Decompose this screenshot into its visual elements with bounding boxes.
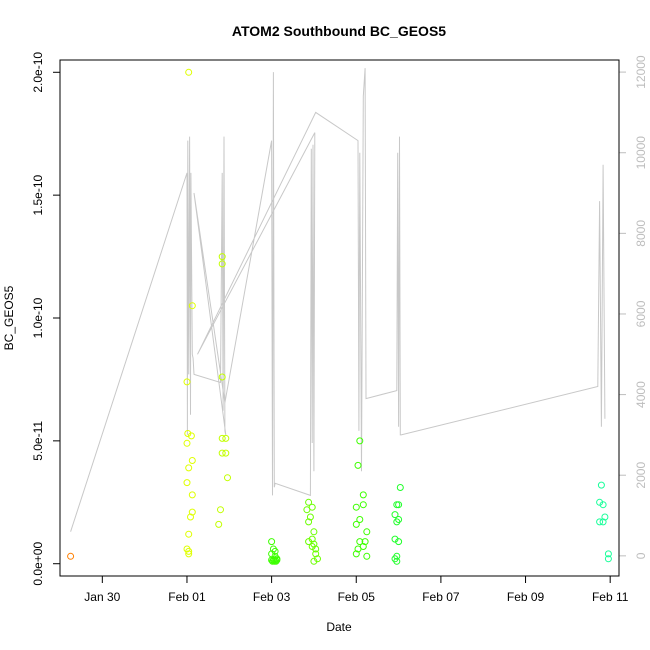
data-point: [396, 484, 404, 491]
data-point: [188, 491, 196, 499]
y-axis-label: BC_GEOS5: [2, 285, 16, 350]
x-tick-label: Jan 30: [84, 590, 120, 604]
data-point: [185, 464, 193, 472]
x-tick-label: Feb 03: [253, 590, 291, 604]
data-point: [395, 501, 403, 509]
data-point: [305, 518, 313, 526]
y2-tick-label: 12000: [634, 55, 648, 89]
data-point: [185, 68, 193, 76]
data-point: [604, 550, 612, 558]
data-point: [218, 373, 226, 381]
x-tick-label: Feb 01: [168, 590, 206, 604]
x-axis: Jan 30 Feb 01 Feb 03 Feb 05 Feb 07 Feb 09 Feb …: [84, 575, 629, 604]
data-point: [352, 520, 360, 528]
data-point: [359, 491, 367, 499]
data-point: [361, 538, 369, 546]
data-point: [356, 538, 364, 546]
chart-title: ATOM2 Southbound BC_GEOS5: [232, 23, 446, 39]
plot-frame: [59, 59, 620, 577]
data-point: [188, 302, 196, 310]
data-point: [222, 434, 230, 442]
scatter-points: [67, 68, 612, 565]
right-axis: 0 2000 4000 6000 8000 10000 12000: [619, 55, 648, 559]
y2-tick-label: 2000: [634, 462, 648, 489]
x-tick-label: Feb 11: [592, 590, 629, 604]
data-point: [363, 528, 371, 536]
y-axis: 0.0e+00 5.0e-11 1.0e-10 1.5e-10 2.0e-10: [31, 52, 61, 586]
data-point: [354, 545, 362, 553]
data-point: [185, 530, 193, 538]
data-point: [356, 516, 364, 523]
data-point: [310, 557, 318, 565]
data-point: [218, 434, 226, 442]
data-point: [222, 449, 230, 457]
data-point: [604, 555, 612, 563]
data-point: [306, 513, 314, 521]
data-point: [312, 545, 320, 553]
x-tick-label: Feb 07: [422, 590, 460, 604]
data-point: [268, 538, 276, 546]
data-point: [305, 498, 313, 506]
data-point: [597, 481, 605, 489]
data-point: [393, 518, 401, 526]
data-point: [601, 513, 609, 521]
data-point: [218, 260, 226, 268]
data-point: [356, 437, 364, 445]
data-point: [215, 520, 223, 528]
secondary-line: [70, 68, 606, 532]
data-point: [391, 511, 399, 519]
data-point: [596, 498, 604, 506]
data-point: [303, 506, 311, 514]
y-tick-label: 2.0e-10: [31, 52, 45, 93]
data-point: [359, 501, 367, 509]
data-point: [224, 474, 231, 482]
data-point: [363, 552, 371, 560]
data-point: [599, 518, 607, 526]
y2-tick-label: 8000: [634, 220, 648, 247]
data-point: [185, 550, 193, 558]
data-point: [272, 557, 280, 565]
data-point: [183, 439, 191, 447]
data-point: [183, 479, 191, 487]
x-axis-label: Date: [326, 620, 352, 634]
y2-tick-label: 6000: [634, 300, 648, 327]
data-point: [218, 253, 226, 261]
data-point: [352, 503, 360, 511]
data-point: [596, 518, 604, 526]
data-point: [393, 557, 401, 565]
data-point: [184, 430, 192, 437]
data-point: [185, 547, 193, 555]
data-point: [67, 552, 75, 560]
data-point: [188, 508, 196, 516]
x-tick-label: Feb 05: [338, 590, 376, 604]
data-point: [187, 432, 195, 440]
y2-tick-label: 10000: [634, 136, 648, 170]
y-tick-label: 1.0e-10: [31, 297, 45, 338]
secondary-line-layer: [70, 68, 606, 532]
data-point: [218, 449, 226, 457]
data-point: [183, 378, 191, 386]
data-point: [217, 506, 224, 514]
y2-tick-label: 4000: [634, 381, 648, 408]
data-point: [395, 538, 403, 546]
data-point: [310, 528, 318, 536]
y-tick-label: 0.0e+00: [31, 542, 45, 586]
data-point: [599, 501, 607, 509]
y-tick-label: 1.5e-10: [31, 174, 45, 215]
y-tick-label: 5.0e-11: [31, 421, 45, 461]
data-point: [188, 457, 196, 464]
data-point: [354, 461, 362, 469]
x-tick-label: Feb 09: [507, 590, 545, 604]
data-point: [187, 513, 194, 521]
data-point: [352, 550, 360, 558]
data-point: [312, 550, 320, 558]
y2-tick-label: 0: [634, 552, 648, 559]
